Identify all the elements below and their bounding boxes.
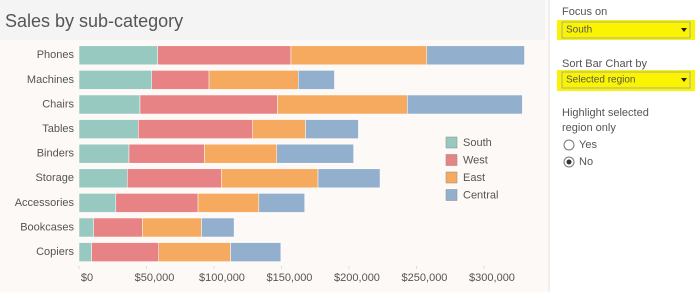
bar-segment xyxy=(208,70,299,90)
bar-segment xyxy=(93,217,143,238)
bar-segment xyxy=(204,143,278,164)
bar-segment xyxy=(78,143,130,164)
bar-segment xyxy=(201,217,235,238)
dropdown-arrow[interactable] xyxy=(681,78,687,82)
y-tick-label: Bookcases xyxy=(20,221,74,233)
bar-segment xyxy=(78,70,153,90)
bar-segment xyxy=(115,193,199,213)
bar-segment xyxy=(128,143,205,164)
x-tick-label: $200,000 xyxy=(334,272,380,284)
bar-segment xyxy=(78,119,139,139)
bar-segment xyxy=(91,242,159,262)
bar-segment xyxy=(127,168,222,189)
radio-label[interactable]: No xyxy=(579,156,593,168)
y-tick-label: Accessories xyxy=(15,197,75,209)
y-tick-label: Tables xyxy=(42,123,74,135)
y-tick-label: Phones xyxy=(37,49,75,61)
y-tick-label: Storage xyxy=(35,172,74,184)
bar-segment xyxy=(78,94,141,115)
title-band xyxy=(0,0,545,40)
dropdown[interactable] xyxy=(561,71,691,89)
bar-segment xyxy=(151,70,210,90)
bar-segment xyxy=(276,143,354,164)
legend-label: East xyxy=(463,172,485,184)
bar-segment xyxy=(305,119,359,139)
bar-segment xyxy=(78,242,92,262)
radio[interactable] xyxy=(563,139,575,151)
legend-swatch xyxy=(445,189,458,201)
bar-segment xyxy=(78,45,158,66)
x-tick-label: $150,000 xyxy=(267,272,313,284)
bar-segment xyxy=(157,45,292,66)
bar-segment xyxy=(426,45,525,66)
bar-segment xyxy=(407,94,523,115)
x-tick-label: $100,000 xyxy=(199,272,245,284)
bar-segment xyxy=(78,168,128,189)
control-label: region only xyxy=(562,122,616,134)
legend-swatch xyxy=(445,136,458,149)
control-label: Sort Bar Chart by xyxy=(562,58,647,70)
chart-title: Sales by sub-category xyxy=(5,11,183,31)
bar-segment xyxy=(138,119,253,139)
bar-segment xyxy=(258,193,305,213)
bar-segment xyxy=(78,193,117,213)
bar-segment xyxy=(197,193,260,213)
bar-segment xyxy=(142,217,202,238)
x-tick-label: $250,000 xyxy=(402,272,448,284)
radio-label[interactable]: Yes xyxy=(579,139,597,151)
x-tick-label: $50,000 xyxy=(135,272,175,284)
bar-segment xyxy=(78,217,94,238)
y-tick-label: Binders xyxy=(37,148,75,160)
dropdown-value[interactable]: Selected region xyxy=(566,75,636,86)
bar-segment xyxy=(221,168,319,189)
radio-dot[interactable] xyxy=(566,159,572,165)
bar-segment xyxy=(317,168,381,189)
bar-segment xyxy=(230,242,282,262)
dropdown-arrow[interactable] xyxy=(681,28,687,32)
legend-label: West xyxy=(463,154,488,166)
legend-label: South xyxy=(463,137,492,149)
bar-segment xyxy=(298,70,335,90)
dropdown[interactable] xyxy=(561,21,691,39)
control-label: Highlight selected xyxy=(562,107,649,119)
legend-swatch xyxy=(445,154,458,166)
y-tick-label: Copiers xyxy=(36,246,74,258)
control-panel xyxy=(551,0,700,292)
x-tick-label: $0 xyxy=(81,272,93,284)
y-tick-label: Machines xyxy=(27,74,75,86)
bar-segment xyxy=(158,242,231,262)
bar-segment xyxy=(290,45,428,66)
legend-label: Central xyxy=(463,189,498,201)
control-label: Focus on xyxy=(562,6,607,18)
y-tick-label: Chairs xyxy=(42,98,74,110)
bar-segment xyxy=(252,119,306,139)
x-tick-label: $300,000 xyxy=(469,272,515,284)
bar-segment xyxy=(277,94,408,115)
legend-swatch xyxy=(445,171,458,184)
bar-segment xyxy=(139,94,278,115)
dropdown-value[interactable]: South xyxy=(566,25,592,36)
